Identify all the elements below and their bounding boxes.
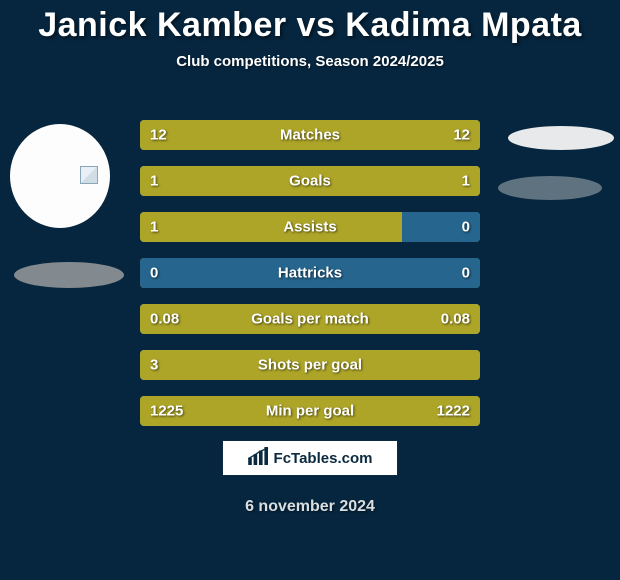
brand-text: FcTables.com: [274, 450, 373, 467]
stat-label: Hattricks: [278, 265, 342, 282]
player-left-avatar: [10, 124, 110, 228]
stat-value-right: 0.08: [441, 311, 470, 328]
stat-row: 0 0 Hattricks: [140, 258, 480, 288]
stat-fill-left: [140, 212, 402, 242]
player-right-avatar: [508, 126, 614, 150]
stat-value-left: 12: [150, 127, 167, 144]
brand-chart-icon: [248, 447, 270, 470]
player-right-shadow: [498, 176, 602, 200]
stat-value-right: 0: [462, 219, 470, 236]
stat-bars: 12 12 Matches 1 1 Goals 1 0 Assists 0 0 Hattricks 0.…: [140, 120, 480, 442]
player-left-shadow: [14, 262, 124, 288]
stat-label: Min per goal: [266, 403, 354, 420]
stat-row: 1225 1222 Min per goal: [140, 396, 480, 426]
stat-label: Shots per goal: [258, 357, 362, 374]
stat-value-right: 0: [462, 265, 470, 282]
stat-row: 1 1 Goals: [140, 166, 480, 196]
page-subtitle: Club competitions, Season 2024/2025: [0, 53, 620, 70]
stat-label: Matches: [280, 127, 340, 144]
stat-value-left: 1: [150, 219, 158, 236]
stat-value-left: 0: [150, 265, 158, 282]
stat-value-right: 1: [462, 173, 470, 190]
stat-label: Goals per match: [251, 311, 369, 328]
brand-badge: FcTables.com: [222, 440, 398, 476]
stat-value-left: 1: [150, 173, 158, 190]
stat-label: Assists: [283, 219, 336, 236]
footer-date: 6 november 2024: [245, 498, 375, 516]
stat-fill-left: [140, 166, 310, 196]
stat-value-left: 3: [150, 357, 158, 374]
stat-row: 0.08 0.08 Goals per match: [140, 304, 480, 334]
stat-fill-right: [310, 166, 480, 196]
stat-row: 1 0 Assists: [140, 212, 480, 242]
stat-value-right: 12: [453, 127, 470, 144]
stat-value-left: 0.08: [150, 311, 179, 328]
stat-value-left: 1225: [150, 403, 183, 420]
stat-row: 12 12 Matches: [140, 120, 480, 150]
stat-label: Goals: [289, 173, 331, 190]
page-title: Janick Kamber vs Kadima Mpata: [0, 0, 620, 45]
stat-row: 3 Shots per goal: [140, 350, 480, 380]
stat-value-right: 1222: [437, 403, 470, 420]
